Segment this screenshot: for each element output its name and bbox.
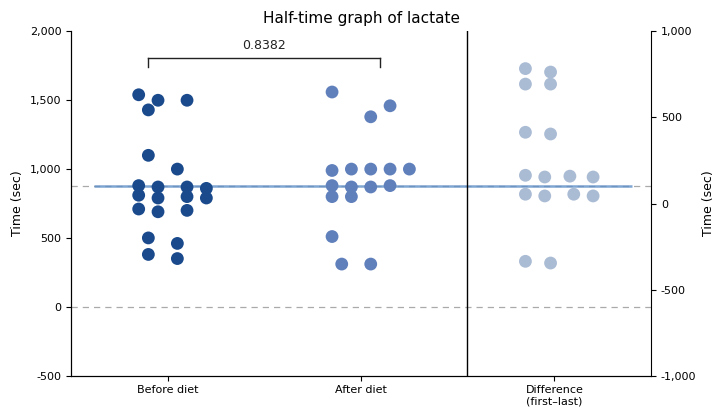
Point	[182, 207, 193, 214]
Point	[384, 102, 396, 109]
Y-axis label: Time (sec): Time (sec)	[702, 171, 715, 237]
Point	[520, 172, 531, 178]
Y-axis label: Time (sec): Time (sec)	[11, 171, 24, 237]
Point	[171, 255, 183, 262]
Point	[182, 193, 193, 200]
Point	[326, 167, 338, 174]
Point	[152, 97, 164, 104]
Point	[520, 191, 531, 198]
Point	[336, 261, 348, 268]
Point	[539, 173, 550, 180]
Point	[142, 152, 154, 159]
Point	[200, 185, 212, 192]
Point	[587, 193, 599, 199]
Point	[365, 166, 377, 173]
Point	[133, 92, 144, 98]
Point	[152, 209, 164, 215]
Text: 0.8382: 0.8382	[242, 39, 286, 52]
Point	[587, 173, 599, 180]
Point	[365, 113, 377, 120]
Point	[539, 193, 550, 199]
Point	[346, 166, 357, 173]
Point	[520, 258, 531, 265]
Point	[404, 166, 415, 173]
Title: Half-time graph of lactate: Half-time graph of lactate	[263, 11, 460, 26]
Point	[152, 184, 164, 190]
Point	[520, 65, 531, 72]
Point	[133, 192, 144, 199]
Point	[182, 97, 193, 104]
Point	[142, 251, 154, 258]
Point	[539, 385, 550, 392]
Point	[384, 182, 396, 189]
Point	[568, 191, 579, 198]
Point	[171, 166, 183, 173]
Point	[326, 233, 338, 240]
Point	[182, 184, 193, 190]
Point	[200, 195, 212, 201]
Point	[544, 131, 556, 138]
Point	[544, 69, 556, 75]
Point	[544, 81, 556, 87]
Point	[133, 206, 144, 212]
Point	[346, 193, 357, 200]
Point	[142, 107, 154, 113]
Point	[152, 195, 164, 201]
Point	[133, 182, 144, 189]
Point	[365, 261, 377, 268]
Point	[142, 234, 154, 241]
Point	[326, 89, 338, 95]
Point	[520, 129, 531, 135]
Point	[326, 193, 338, 200]
Point	[326, 182, 338, 189]
Point	[365, 184, 377, 190]
Point	[171, 240, 183, 247]
Point	[520, 81, 531, 87]
Point	[544, 260, 556, 266]
Point	[384, 166, 396, 173]
Point	[564, 173, 576, 179]
Point	[346, 184, 357, 190]
